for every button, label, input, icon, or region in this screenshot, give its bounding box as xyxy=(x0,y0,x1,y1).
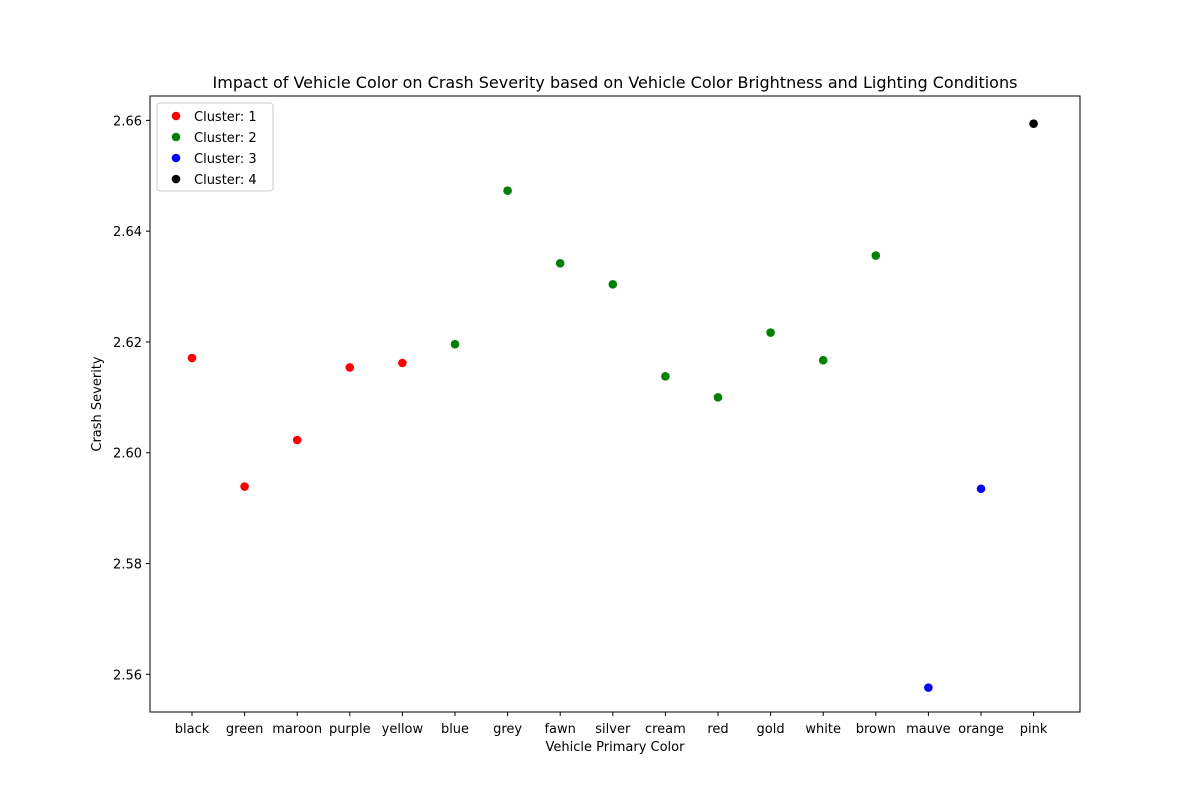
x-tick-label: gold xyxy=(757,722,785,737)
x-tick-label: white xyxy=(805,722,841,737)
y-tick-label: 2.64 xyxy=(113,225,142,240)
legend-label: Cluster: 2 xyxy=(194,131,257,146)
data-points xyxy=(187,119,1038,692)
x-axis-label: Vehicle Primary Color xyxy=(546,740,686,755)
x-tick-label: green xyxy=(226,722,264,737)
x-tick-label: purple xyxy=(329,722,371,737)
data-point-cluster-1 xyxy=(240,482,249,491)
data-point-cluster-2 xyxy=(608,280,618,289)
x-tick-label: blue xyxy=(441,722,469,737)
y-tick-label: 2.66 xyxy=(113,114,142,129)
data-point-cluster-3 xyxy=(924,683,933,692)
y-tick-label: 2.62 xyxy=(113,336,142,351)
legend-box xyxy=(156,102,274,192)
plot-area xyxy=(149,95,1081,713)
data-point-cluster-2 xyxy=(818,355,828,365)
x-tick-label: cream xyxy=(645,722,686,737)
x-axis: black green maroon purple yellow blue grey fawn… xyxy=(175,712,1048,737)
data-point-cluster-2 xyxy=(766,328,775,337)
data-point-cluster-1 xyxy=(187,353,197,363)
x-tick-label: fawn xyxy=(544,722,575,737)
chart-title: Impact of Vehicle Color on Crash Severit… xyxy=(213,73,1018,92)
x-tick-label: red xyxy=(707,722,728,737)
legend-label: Cluster: 1 xyxy=(194,110,257,125)
legend-marker xyxy=(171,132,181,142)
x-tick-label: silver xyxy=(595,722,631,737)
x-tick-label: grey xyxy=(493,722,522,737)
data-point-cluster-1 xyxy=(398,358,407,368)
legend-label: Cluster: 4 xyxy=(194,173,257,188)
legend: Cluster: 1 Cluster: 2 Cluster: 3 Cluster: 4 xyxy=(156,102,274,192)
legend-label: Cluster: 3 xyxy=(194,152,257,167)
legend-marker xyxy=(171,111,181,121)
data-point-cluster-2 xyxy=(661,372,670,381)
x-tick-label: maroon xyxy=(272,722,322,737)
data-point-cluster-3 xyxy=(976,484,986,494)
x-tick-label: orange xyxy=(958,722,1004,737)
data-point-cluster-2 xyxy=(713,393,723,402)
y-tick-label: 2.58 xyxy=(113,558,142,573)
y-axis: 2.56 2.58 2.60 2.62 2.64 2.66 xyxy=(113,114,150,683)
x-tick-label: mauve xyxy=(906,722,951,737)
y-tick-label: 2.60 xyxy=(113,447,142,462)
y-tick-label: 2.56 xyxy=(113,668,142,683)
x-tick-label: yellow xyxy=(382,722,424,737)
data-point-cluster-2 xyxy=(871,251,881,260)
x-tick-label: black xyxy=(175,722,210,737)
y-axis-label: Crash Severity xyxy=(90,356,105,452)
data-point-cluster-4 xyxy=(1029,119,1038,128)
data-point-cluster-2 xyxy=(503,186,512,196)
data-point-cluster-1 xyxy=(345,363,355,372)
data-point-cluster-2 xyxy=(555,258,565,268)
data-point-cluster-2 xyxy=(450,339,460,349)
legend-marker xyxy=(171,174,181,184)
legend-marker xyxy=(171,153,181,163)
x-tick-label: brown xyxy=(856,722,896,737)
x-tick-label: pink xyxy=(1020,722,1048,737)
data-point-cluster-1 xyxy=(292,435,302,445)
